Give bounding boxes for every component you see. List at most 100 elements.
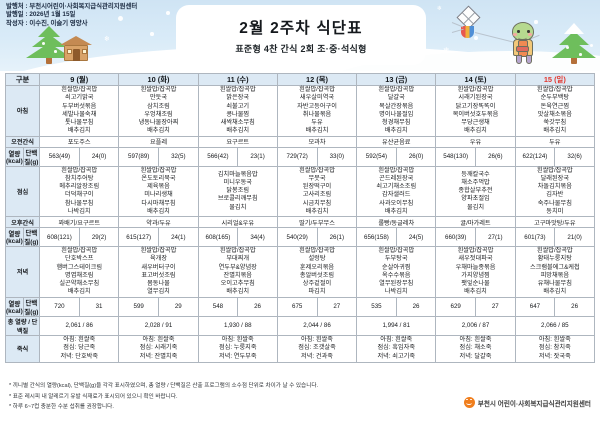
row-label-nutrition-morning: 열량(kcal) 단백질(g)	[4, 146, 41, 167]
afternoon-snack-cell-1: 약과/두유	[118, 216, 199, 228]
morning-snack-cell-1: 요플레	[118, 135, 199, 148]
morning-snack-cell-0: 포도주스	[39, 135, 120, 148]
snow-dot-icon	[118, 16, 123, 21]
morning-kcal-0: 563(49)	[39, 146, 80, 167]
table-row-dinner: 저녁 흰쌀밥/잡곡밥 단호박스프 햄버그스테이크림 명엽채조림 실곤약채소무침 배추김치 …	[4, 246, 596, 298]
afternoon-snack-cell-5: 귤/마가레트	[435, 216, 516, 228]
table-row-morning-nutrition: 열량(kcal) 단백질(g) 563(49) 24(0) 597(89) 32…	[4, 146, 595, 167]
dinner-protein-2: 26	[237, 296, 278, 317]
afternoon-kcal-1: 615(127)	[118, 227, 159, 247]
lunch-cell-2: 김치마늘볶음밥 미니우동국 닭봉조림 브로콜리깨무침 물김치	[197, 165, 278, 217]
afternoon-kcal-0: 608(121)	[39, 227, 80, 247]
morning-kcal-5: 548(130)	[435, 146, 476, 167]
breakfast-cell-5: 흰쌀밥/잡곡밥 시래기된장국 닭고기장똑똑이 목이버섯호두볶음 무당근생채 배추김치	[435, 85, 516, 137]
afternoon-protein-6: 21(0)	[554, 227, 595, 247]
meal-plan-table: 구분 9 (월) 10 (화) 11 (수) 12 (목) 13 (금) 14 …	[4, 73, 596, 364]
column-header-day-1: 10 (화)	[118, 73, 199, 86]
lunch-cell-1: 흰쌀밥/잡곡밥 온도토리묵국 제육볶음 미나리생채 다시마채무침 배추김치	[118, 165, 199, 217]
table-header-row: 구분 9 (월) 10 (화) 11 (수) 12 (목) 13 (금) 14 …	[4, 73, 596, 86]
afternoon-protein-1: 24(1)	[158, 227, 199, 247]
row-label-afternoon-snack: 오후간식	[4, 216, 41, 228]
mascot-character-icon	[505, 22, 543, 67]
table-row-totals: 총 열량 / 단백질 2,061 / 86 2,028 / 91 1,930 /…	[4, 315, 596, 336]
row-label-lunch: 점심	[4, 165, 41, 217]
total-cell-4: 1,994 / 81	[356, 315, 437, 336]
snow-dot-icon	[150, 32, 154, 36]
dinner-kcal-5: 629	[435, 296, 476, 317]
dinner-kcal-2: 548	[197, 296, 239, 317]
footnote-1: * 표준 레시피 내 알레르기 유발 식재료가 표시되어 있으니 확인 바랍니다…	[9, 393, 178, 400]
total-cell-1: 2,028 / 91	[118, 315, 199, 336]
breakfast-cell-4: 흰쌀밥/잡곡밥 달걀국 목살간장볶음 명이나물절임 청경채무침 배추김치	[356, 85, 437, 137]
porridge-cell-5: 아침: 흰쌀죽 점심: 채소죽 저녁: 달걀죽	[435, 334, 516, 364]
page-title: 2월 2주차 식단표	[239, 19, 363, 37]
header-banner: ❄ ❄ ❄ 발행처 : 부천시어린이·사회복지급식관리지원센터 발행일 : 20…	[0, 0, 600, 71]
house-icon	[60, 36, 92, 62]
organization-logo: 부천시 어린이·사회복지급식관리지원센터	[463, 397, 591, 408]
afternoon-protein-3: 26(1)	[316, 227, 358, 247]
column-header-day-4: 13 (금)	[356, 73, 437, 86]
title-card: 2월 2주차 식단표 표준형 4찬 간식 2회 조·중·석식형	[176, 5, 426, 65]
dinner-cell-6: 흰쌀밥/잡곡밥 황태누룽지탕 스크램블에그&케첩 피망채볶음 유채나물무침 배추김치	[514, 246, 596, 298]
snowflake-icon: ❄	[443, 46, 450, 55]
dinner-protein-3: 27	[316, 296, 358, 317]
row-label-breakfast: 아침	[4, 85, 41, 137]
dinner-protein-4: 26	[395, 296, 437, 317]
morning-protein-1: 32(5)	[158, 146, 199, 167]
row-label-total: 총 열량 / 단백질	[4, 315, 41, 336]
morning-kcal-3: 729(72)	[276, 146, 318, 167]
column-header-gubun: 구분	[4, 73, 41, 86]
dinner-kcal-3: 675	[276, 296, 318, 317]
afternoon-protein-2: 34(4)	[237, 227, 278, 247]
smiley-face-icon	[463, 397, 475, 408]
nutrition-kcal-label: 열량(kcal)	[6, 297, 24, 316]
row-label-nutrition-dinner: 열량(kcal) 단백질(g)	[4, 296, 41, 317]
author-line: 작성자 : 이수진, 이슬기 영양사	[6, 19, 88, 27]
afternoon-protein-4: 24(5)	[395, 227, 437, 247]
morning-snack-cell-2: 요구르트	[197, 135, 278, 148]
snow-dot-icon	[166, 11, 170, 15]
afternoon-snack-cell-0: 꽈배기/요구르트	[39, 216, 120, 228]
table-row-afternoon-snack: 오후간식 꽈배기/요구르트 약과/두유 시리얼&우유 딸기/두부무스 롤빵/동글…	[4, 216, 596, 228]
dinner-kcal-6: 647	[514, 296, 556, 317]
morning-snack-cell-4: 유산균음료	[356, 135, 437, 148]
publish-date-line: 발행일 : 2026년 1월 15일	[6, 11, 76, 19]
page-subtitle: 표준형 4찬 간식 2회 조·중·석식형	[235, 43, 367, 54]
morning-kcal-1: 597(89)	[118, 146, 159, 167]
dinner-kcal-4: 535	[356, 296, 397, 317]
row-label-morning-snack: 오전간식	[4, 135, 41, 148]
column-header-day-3: 12 (목)	[276, 73, 358, 86]
lunch-cell-3: 흰쌀밥/잡곡밥 무뭇국 된장떡구이 고사리조림 시금치무침 배추김치	[276, 165, 358, 217]
snowflake-icon: ❄	[104, 36, 110, 43]
dinner-protein-6: 26	[554, 296, 595, 317]
lunch-cell-4: 흰쌀밥/잡곡밥 곤드레된장국 쇠고기채소조림 감자샐러드 사과오이무침 배추김치	[356, 165, 437, 217]
pine-tree-icon	[26, 26, 72, 64]
afternoon-snack-cell-6: 고구마맛탕/두유	[514, 216, 596, 228]
morning-kcal-6: 622(124)	[514, 146, 556, 167]
nutrition-kcal-label: 열량(kcal)	[6, 147, 24, 166]
column-header-day-0: 9 (월)	[39, 73, 120, 86]
afternoon-kcal-5: 660(39)	[435, 227, 476, 247]
row-label-nutrition-afternoon: 열량(kcal) 단백질(g)	[4, 227, 41, 247]
snow-dot-icon	[140, 52, 143, 55]
porridge-cell-1: 아침: 흰쌀죽 점심: 시래기죽 저녁: 잔멸치죽	[118, 334, 199, 364]
dinner-cell-1: 흰쌀밥/잡곡밥 육개장 새우버터구이 표고버섯조림 봄동나물 열무김치	[118, 246, 199, 298]
morning-protein-6: 32(6)	[554, 146, 595, 167]
afternoon-kcal-3: 540(29)	[276, 227, 318, 247]
nutrition-protein-label: 단백질(g)	[24, 149, 39, 166]
organization-name: 부천시 어린이·사회복지급식관리지원센터	[477, 400, 591, 408]
lunch-cell-5: 등깨칼국수 채소주먹밥 종합살부추전 양파초절임 물김치	[435, 165, 516, 217]
column-header-day-2: 11 (수)	[197, 73, 278, 86]
footnotes: * 끼니별 간식의 열량(kcal), 단백질(g)을 각각 표시하였으며, 총…	[9, 381, 429, 413]
table-row-porridge: 죽식 아침: 흰쌀죽 점심: 당근죽 저녁: 단호박죽 아침: 흰쌀죽 점심: 시래기…	[4, 334, 596, 364]
afternoon-snack-cell-3: 딸기/두부무스	[276, 216, 358, 228]
breakfast-cell-1: 흰쌀밥/잡곡밥 만둣국 삼치조림 우엉채조림 냉동나물장아찌 배추김치	[118, 85, 199, 137]
column-header-day-5: 14 (토)	[435, 73, 516, 86]
morning-protein-5: 26(6)	[475, 146, 516, 167]
morning-protein-3: 33(0)	[316, 146, 358, 167]
porridge-cell-6: 아침: 흰쌀죽 점심: 참치죽 저녁: 잣국죽	[514, 334, 596, 364]
morning-snack-cell-3: 모과차	[276, 135, 358, 148]
dinner-protein-0: 31	[78, 296, 120, 317]
snow-dot-icon	[534, 20, 538, 24]
